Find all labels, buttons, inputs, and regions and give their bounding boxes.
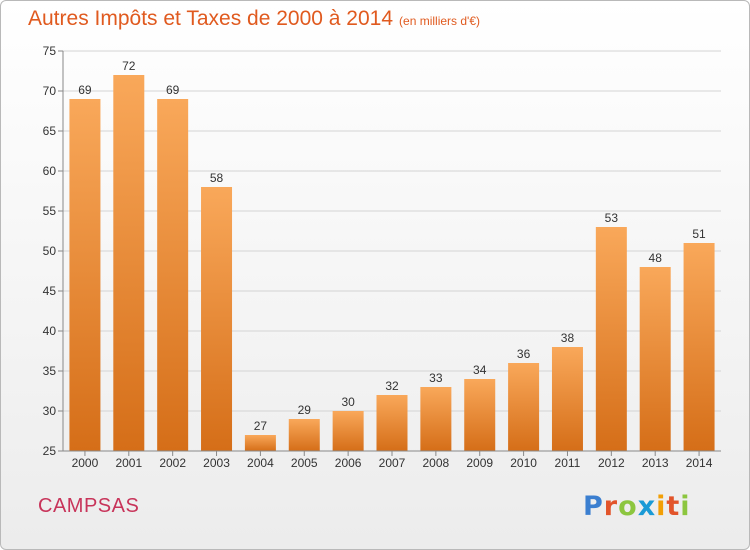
chart-unit-label: (en milliers d'€) <box>399 14 481 28</box>
x-tick-label: 2011 <box>555 456 581 470</box>
bar <box>683 243 715 451</box>
chart-title-text: Autres Impôts et Taxes de 2000 à 2014 <box>28 7 394 30</box>
x-tick-label: 2012 <box>598 456 625 470</box>
bar <box>508 363 540 451</box>
data-label: 53 <box>605 211 619 225</box>
data-label: 38 <box>561 331 575 345</box>
x-tick-label: 2009 <box>466 456 493 470</box>
bar <box>113 75 145 451</box>
data-label: 34 <box>473 363 487 377</box>
y-tick-label: 40 <box>43 324 57 338</box>
logo-letter: t <box>666 491 681 522</box>
logo-letter: i <box>680 491 691 522</box>
y-tick-label: 65 <box>43 124 57 138</box>
bar <box>464 379 496 451</box>
data-label: 29 <box>298 403 312 417</box>
proxiti-logo: Proxiti <box>583 491 691 522</box>
logo-letter: P <box>583 491 604 522</box>
bar <box>420 387 452 451</box>
x-tick-label: 2001 <box>115 456 142 470</box>
bar <box>201 187 233 451</box>
bars <box>69 75 715 451</box>
y-tick-label: 45 <box>43 284 57 298</box>
x-tick-label: 2014 <box>686 456 713 470</box>
y-tick-label: 50 <box>43 244 57 258</box>
x-tick-label: 2008 <box>423 456 450 470</box>
axes <box>62 51 721 452</box>
data-label: 69 <box>166 83 180 97</box>
data-label: 58 <box>210 171 224 185</box>
data-label: 72 <box>122 59 136 73</box>
x-tick-label: 2006 <box>335 456 362 470</box>
commune-name: CAMPSAS <box>38 495 140 517</box>
data-label: 30 <box>341 395 355 409</box>
bar <box>639 267 671 451</box>
data-label: 27 <box>254 419 268 433</box>
data-label: 33 <box>429 371 443 385</box>
chart-title: Autres Impôts et Taxes de 2000 à 2014 (en… <box>28 7 480 31</box>
logo-letter: o <box>618 491 638 522</box>
data-label: 32 <box>385 379 399 393</box>
y-tick-label: 70 <box>43 84 57 98</box>
bar <box>69 99 101 451</box>
bar <box>157 99 189 451</box>
x-tick-label: 2010 <box>510 456 537 470</box>
y-tick-label: 25 <box>43 444 57 458</box>
y-tick-label: 30 <box>43 404 57 418</box>
x-tick-label: 2000 <box>72 456 99 470</box>
y-tick-label: 35 <box>43 364 57 378</box>
x-tick-label: 2004 <box>247 456 274 470</box>
bar <box>376 395 408 451</box>
data-label: 69 <box>78 83 92 97</box>
bar <box>332 411 364 451</box>
bar <box>244 435 276 451</box>
y-tick-label: 75 <box>43 44 57 58</box>
x-tick-label: 2005 <box>291 456 318 470</box>
x-tick-label: 2007 <box>379 456 406 470</box>
x-axis-ticks: 2000 2001 2002 2003 2004 2005 2006 2007 2008 2009… <box>72 451 713 470</box>
x-tick-label: 2013 <box>642 456 669 470</box>
y-axis-ticks: 25 30 35 40 45 50 55 60 65 70 75 <box>43 44 63 458</box>
bar <box>288 419 320 451</box>
bar <box>595 227 627 451</box>
data-labels: 69 72 69 58 27 29 30 32 33 34 36 38 53 48 51 <box>78 59 706 433</box>
y-tick-label: 60 <box>43 164 57 178</box>
logo-letter: r <box>603 491 619 522</box>
data-label: 48 <box>649 251 663 265</box>
data-label: 51 <box>692 227 706 241</box>
data-label: 36 <box>517 347 531 361</box>
logo-letter: i <box>656 491 667 522</box>
bar <box>551 347 583 451</box>
logo-letter: x <box>637 491 657 522</box>
x-tick-label: 2003 <box>203 456 230 470</box>
y-tick-label: 55 <box>43 204 57 218</box>
x-tick-label: 2002 <box>159 456 186 470</box>
